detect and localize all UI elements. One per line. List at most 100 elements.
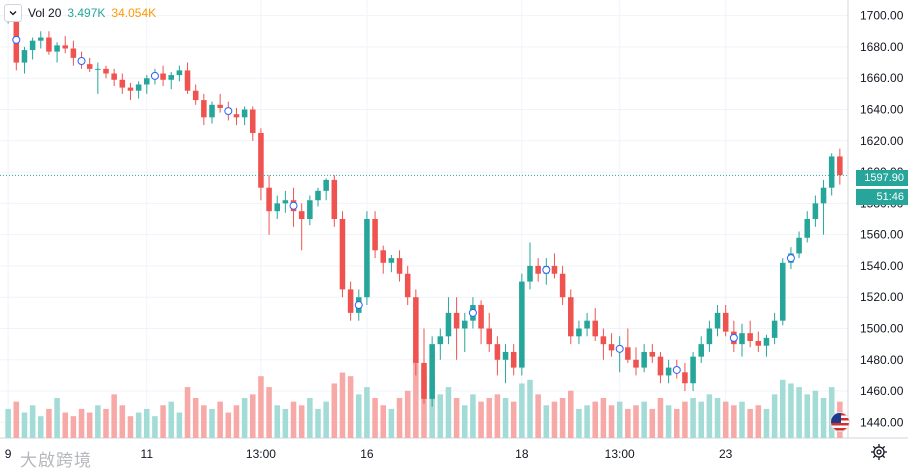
volume-bar [127,416,134,438]
candle-body [828,156,835,188]
volume-bar [543,405,550,438]
volume-bar [470,394,476,438]
candle-body [184,70,191,91]
candle-body [331,179,338,219]
volume-bar [567,390,574,438]
watermark-text: 大啟跨境 [20,451,92,471]
candle-body [641,351,647,368]
volume-bar [249,394,256,438]
event-marker [224,107,233,116]
candle-body [86,64,93,69]
volume-bar [698,401,705,438]
candle-body [633,359,639,368]
candle-body [437,336,444,345]
price-axis-label: 1460.00 [860,384,904,398]
candle-body [307,200,313,219]
event-marker [289,201,298,210]
volume-bar [413,358,419,438]
candle-body [429,344,435,399]
candle-body [584,320,590,329]
price-axis-label: 1520.00 [860,290,904,304]
volume-bar [665,405,672,438]
candle-body [176,70,183,76]
bar-countdown-badge: 51:46 [856,189,908,205]
price-axis-label: 1500.00 [860,322,904,336]
candle-body [315,190,321,201]
candle-body [820,187,827,204]
volume-bar [592,401,599,438]
candle-body [298,211,305,219]
volume-bar [731,405,737,438]
candle-body [494,344,501,360]
candle-body [70,48,77,58]
volume-bar [600,398,607,438]
candle-body [421,362,427,399]
volume-bar [266,387,272,438]
volume-bar [673,408,680,438]
event-marker [615,344,624,353]
volume-bar [160,405,166,438]
price-axis-label: 1560.00 [860,228,904,242]
candle-body [706,328,713,345]
volume-bar [404,390,411,438]
volume-bar [510,401,517,438]
event-marker [354,301,363,310]
event-marker [150,71,159,80]
event-marker [786,254,795,263]
candle-body [812,203,819,219]
volume-bar [714,398,721,438]
candle-body [372,219,378,251]
time-axis-label: 18 [515,447,529,461]
volume-bar [396,398,403,438]
candle-body [209,104,215,118]
volume-bar [209,408,215,438]
volume-bar [282,408,289,438]
candle-body [95,68,101,70]
collapse-legend-button[interactable] [4,4,22,22]
volume-bar [168,401,175,438]
event-marker [729,333,738,342]
volume-bar [812,390,819,438]
price-axis-label: 1640.00 [860,103,904,117]
volume-bar [78,408,85,438]
volume-bar [796,387,802,438]
candle-body [46,37,52,52]
candle-body [592,320,599,337]
us-flag-icon[interactable] [830,412,850,432]
candle-body [282,200,289,204]
volume-bar [551,401,558,438]
candle-body [160,73,166,80]
time-axis-label: 13:00 [605,447,635,461]
volume-bar [86,412,93,438]
candle-body [551,265,558,274]
volume-bar [641,401,647,438]
volume-bar [152,416,158,438]
price-axis-label: 1680.00 [860,40,904,54]
candle-body [135,84,142,91]
volume-bar [95,405,101,438]
candle-body [453,312,460,329]
volume-bar [298,405,305,438]
volume-bar [584,405,590,438]
chart-settings-button[interactable] [866,441,892,463]
candle-body [519,281,525,368]
volume-bar [225,412,232,438]
gear-icon [871,444,887,460]
candle-body [241,109,248,118]
candle-body [266,187,272,212]
volume-bar [176,412,183,438]
volume-bar [37,416,44,438]
volume-bar [217,401,223,438]
candle-body [103,68,109,74]
candle-body [445,312,452,337]
candle-body [217,104,223,108]
candle-body [535,265,541,274]
time-axis-label: 9 [5,447,12,461]
candle-body [779,262,786,321]
volume-bar [13,401,20,438]
event-marker [542,265,551,274]
volume-bar [690,398,696,438]
volume-bar [625,408,631,438]
volume-ma-value: 34.054K [111,6,157,20]
